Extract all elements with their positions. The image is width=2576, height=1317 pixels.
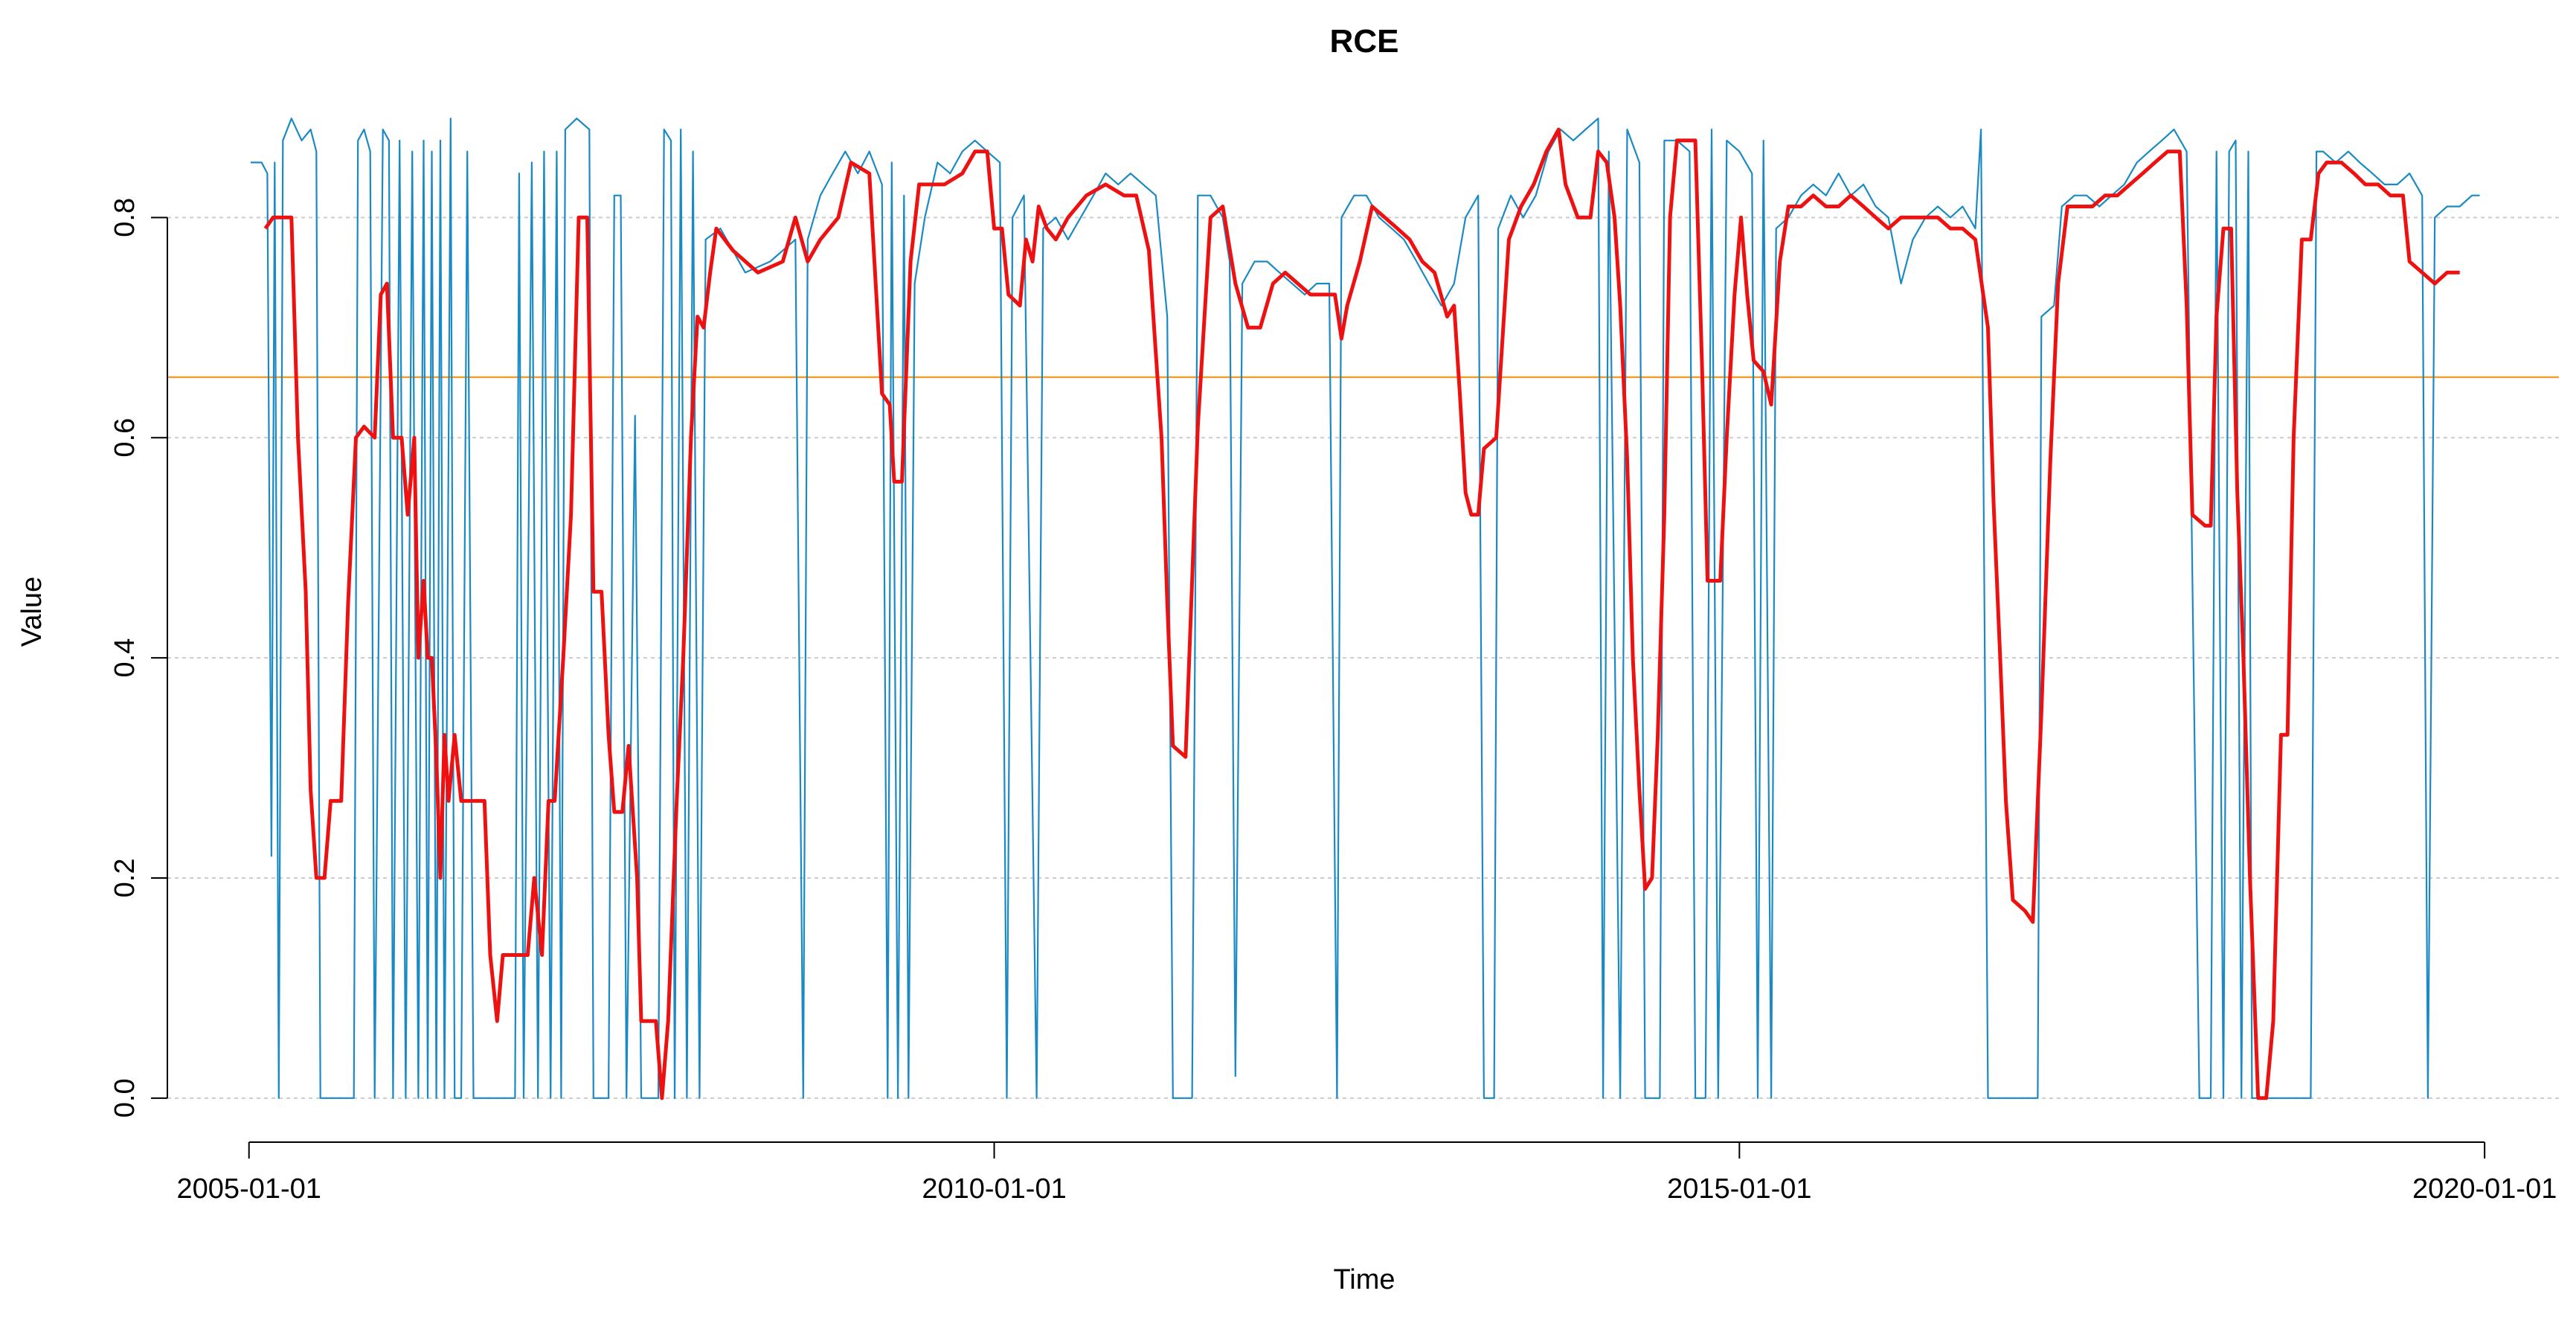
x-tick-label-3: 2020-01-01	[2412, 1173, 2557, 1205]
x-axis-ticks: 2005-01-01 2010-01-01 2015-01-01 2020-01-01	[177, 1142, 2557, 1205]
y-tick-label-1: 0.2	[109, 859, 141, 898]
x-tick-label-2: 2015-01-01	[1667, 1173, 1811, 1205]
y-tick-label-3: 0.6	[109, 418, 141, 458]
series-line-0	[250, 118, 2480, 1099]
series-layer	[250, 118, 2480, 1100]
axes: 2005-01-01 2010-01-01 2015-01-01 2020-01-01…	[109, 198, 2557, 1205]
x-tick-label-1: 2010-01-01	[922, 1173, 1066, 1205]
grid-lines	[167, 217, 2559, 1099]
chart-title: RCE	[1330, 23, 1399, 60]
y-tick-label-0: 0.0	[109, 1078, 141, 1118]
series-line-1	[263, 127, 2460, 1100]
x-axis-label: Time	[1333, 1264, 1395, 1295]
x-tick-label-0: 2005-01-01	[177, 1173, 321, 1205]
y-tick-label-4: 0.8	[109, 198, 141, 237]
y-axis-label: Value	[16, 577, 48, 647]
y-tick-label-2: 0.4	[109, 638, 141, 678]
y-axis-ticks: 0.0 0.2 0.4 0.6 0.8	[109, 198, 167, 1118]
